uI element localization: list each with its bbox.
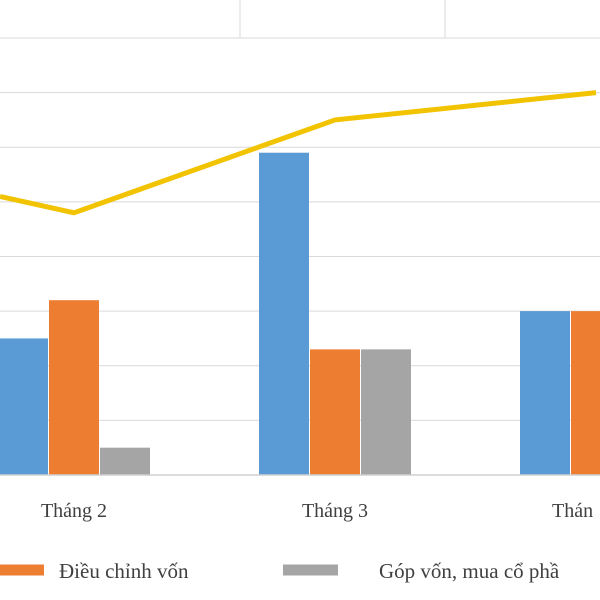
- bar-series-1-category-1: [310, 349, 360, 475]
- x-tick-label-thang-3: Tháng 3: [302, 500, 368, 522]
- legend-label-gop-von: Góp vốn, mua cổ phầ: [379, 559, 560, 583]
- line-series-path: [0, 90, 597, 216]
- line-series: [0, 90, 597, 216]
- legend-label-dieu-chinh-von: Điều chỉnh vốn: [59, 559, 189, 583]
- bar-series-1-category-0: [49, 300, 99, 475]
- bar-series-0-category-0: [0, 338, 48, 475]
- x-tick-labels: Tháng 2 Tháng 3 Thán: [41, 500, 593, 522]
- x-tick-label-thang-4-partial: Thán: [552, 500, 593, 522]
- bars: [0, 152, 600, 475]
- bar-series-2-category-0: [100, 447, 150, 475]
- bar-series-0-category-1: [259, 152, 309, 475]
- x-tick-label-thang-2: Tháng 2: [41, 500, 107, 522]
- bar-series-0-category-2: [520, 311, 570, 475]
- legend: Điều chỉnh vốn Góp vốn, mua cổ phầ: [0, 559, 560, 583]
- bar-series-1-category-2: [571, 311, 600, 475]
- bar-series-2-category-1: [361, 349, 411, 475]
